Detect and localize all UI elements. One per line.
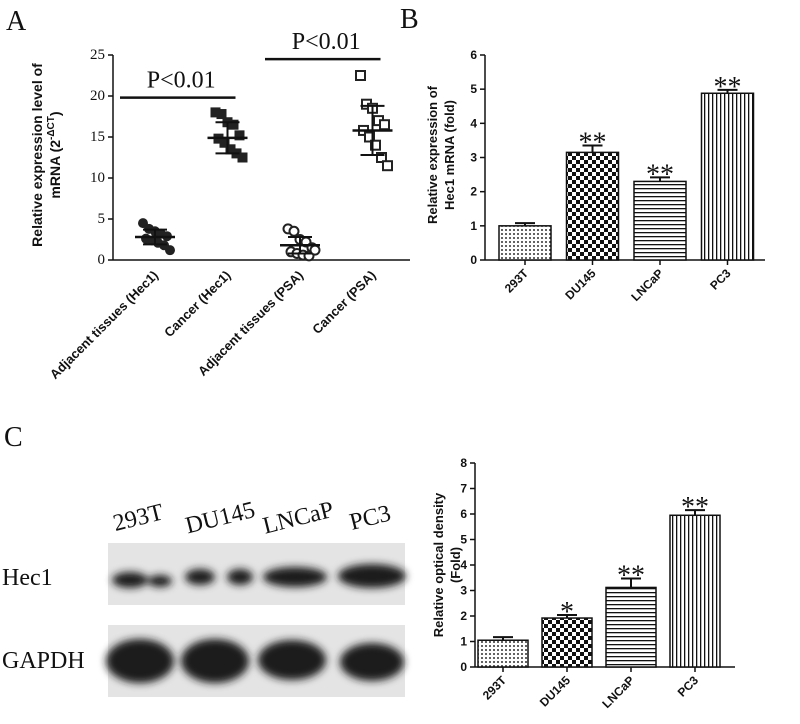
significance-label: **	[579, 128, 607, 159]
band	[106, 639, 174, 683]
y-tick-label: 5	[460, 533, 467, 547]
bar	[477, 639, 529, 668]
y-axis-label: Relative expression of	[425, 85, 440, 224]
data-point	[376, 152, 387, 163]
y-axis-label-sup: -ΔCT	[46, 116, 57, 140]
lane-label: LNCaP	[260, 497, 336, 540]
y-tick-label: 10	[90, 170, 105, 186]
x-tick-label: PC3	[675, 673, 702, 700]
y-tick-label: 15	[90, 129, 105, 145]
y-tick-label: 4	[470, 116, 477, 130]
band	[148, 575, 172, 587]
significance-label: **	[617, 561, 645, 592]
y-tick-label: 1	[470, 219, 477, 233]
x-tick-label: 293T	[480, 673, 510, 703]
row-label: Hec1	[2, 565, 53, 591]
significance-label: *	[560, 597, 574, 628]
y-tick-label: 2	[460, 609, 467, 623]
significance-label: **	[681, 492, 709, 523]
data-point	[237, 152, 248, 163]
data-point	[228, 119, 239, 130]
row-label: GAPDH	[2, 648, 85, 674]
y-tick-label: 7	[460, 482, 467, 496]
band	[340, 643, 404, 681]
y-tick-label: 2	[470, 185, 477, 199]
x-tick-label: PC3	[707, 266, 734, 293]
band	[185, 569, 215, 585]
bar	[498, 225, 552, 261]
bar	[565, 151, 620, 261]
blot-image	[106, 543, 406, 697]
x-tick-label: DU145	[562, 266, 599, 303]
x-tick-label: 293T	[502, 266, 532, 296]
y-tick-label: 5	[470, 82, 477, 96]
panel-label: C	[4, 422, 23, 453]
bar	[633, 180, 687, 261]
data-point	[370, 139, 381, 151]
y-tick-label: 1	[460, 635, 467, 649]
y-tick-label: 3	[460, 584, 467, 598]
y-tick-label: 0	[460, 660, 467, 674]
y-tick-label: 0	[470, 253, 477, 267]
y-axis-label: (Fold)	[448, 547, 463, 583]
x-tick-label: DU145	[537, 673, 574, 710]
data-point	[364, 131, 375, 143]
data-point	[379, 119, 390, 131]
data-point	[234, 130, 245, 141]
panel-label: B	[400, 4, 419, 35]
band	[227, 569, 253, 585]
significance-label: P<0.01	[147, 68, 216, 94]
y-tick-label: 20	[90, 88, 105, 104]
lane-label: PC3	[347, 501, 393, 536]
y-axis-label: Hec1 mRNA (fold)	[442, 100, 457, 210]
y-axis-label: mRNA (2-ΔCT)	[46, 111, 63, 198]
y-tick-label: 25	[90, 47, 105, 63]
y-tick-label: 3	[470, 151, 477, 165]
y-axis-label-line: mRNA (2	[47, 140, 63, 199]
data-point	[355, 70, 366, 81]
data-point	[138, 218, 148, 229]
y-tick-label: 0	[98, 252, 106, 268]
y-axis-label-end: )	[47, 111, 63, 116]
y-axis-label: Relative optical density	[431, 492, 446, 637]
data-point	[216, 109, 227, 120]
x-tick-label: Cancer (PSA)	[309, 268, 378, 337]
bar	[700, 92, 755, 261]
band	[258, 640, 326, 680]
y-tick-label: 8	[460, 456, 467, 470]
x-tick-label: Cancer (Hec1)	[161, 268, 233, 340]
y-tick-label: 6	[460, 507, 467, 521]
data-point	[288, 225, 300, 237]
significance-label: **	[714, 72, 742, 103]
x-tick-label: LNCaP	[628, 266, 666, 304]
bar	[541, 617, 593, 668]
y-tick-label: 6	[470, 48, 477, 62]
band	[112, 572, 148, 588]
significance-label: P<0.01	[292, 29, 361, 55]
bar	[669, 514, 721, 668]
data-point	[165, 245, 175, 256]
bar	[605, 586, 657, 668]
lane-label: 293T	[111, 499, 167, 537]
panel-label: A	[6, 6, 27, 37]
lane-label: DU145	[183, 497, 258, 539]
y-axis-label: Relative expression level of	[29, 63, 45, 247]
significance-label: **	[646, 159, 674, 190]
band	[338, 564, 406, 588]
x-tick-label: Adjacent tissues (Hec1)	[47, 268, 161, 382]
data-point	[382, 160, 393, 172]
x-tick-label: LNCaP	[599, 673, 637, 711]
y-tick-label: 4	[460, 558, 467, 572]
band	[181, 639, 249, 683]
y-axis-label-line: Relative expression level of	[29, 63, 45, 247]
band	[263, 567, 327, 587]
y-tick-label: 5	[98, 211, 106, 227]
